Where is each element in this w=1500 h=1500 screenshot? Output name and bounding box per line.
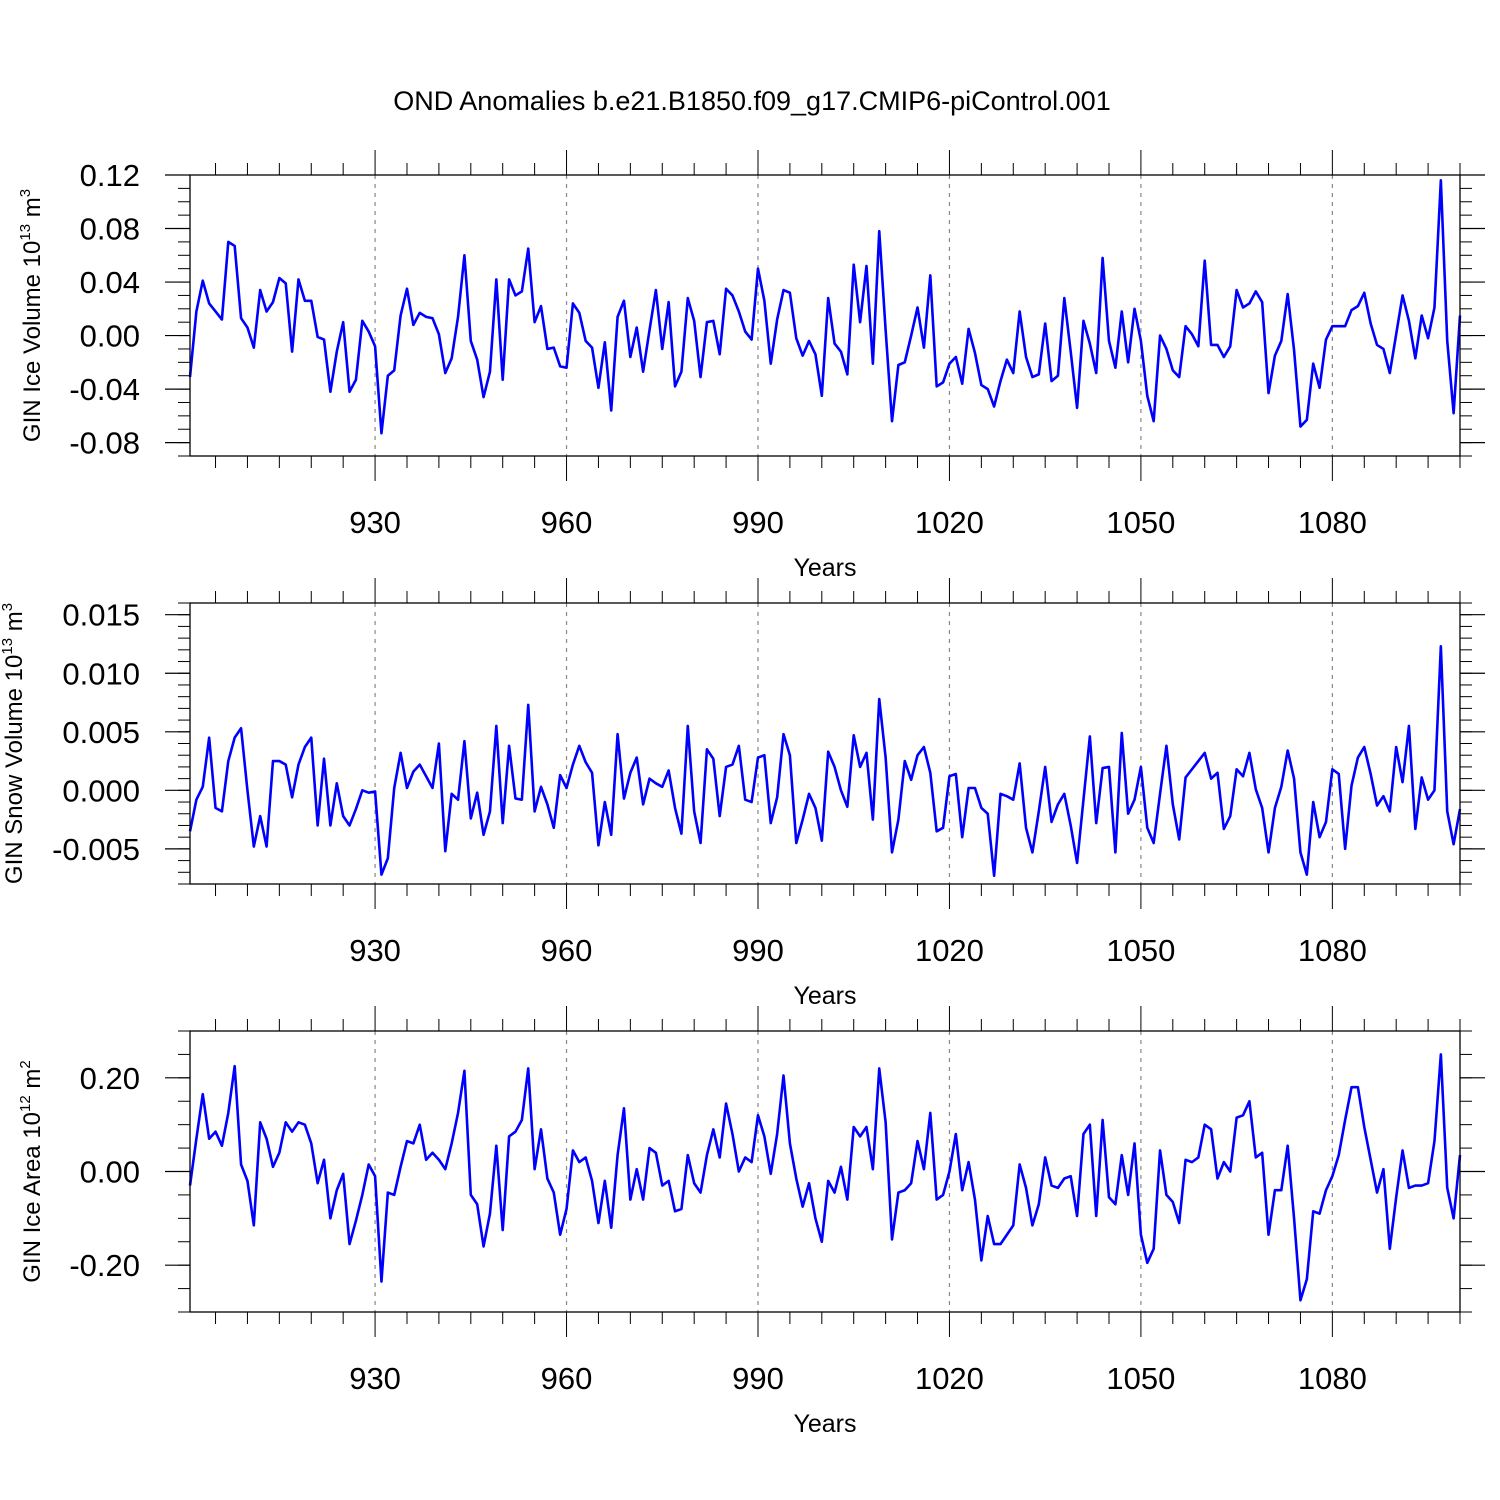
series-line [188,1053,1462,1302]
y-tick-label: 0.005 [62,715,140,750]
y-tick-label: -0.08 [69,426,140,461]
plot-frame [189,602,1461,885]
y-tick-label: -0.005 [52,832,140,867]
x-axis-label: Years [793,1410,856,1438]
x-tick-label: 960 [541,933,593,968]
y-tick-label: 0.04 [80,265,140,300]
y-tick-label: 0.00 [80,319,140,354]
x-tick-label: 960 [541,505,593,540]
plot-frame [189,174,1461,457]
x-tick-label: 930 [349,505,401,540]
panel-ice-volume: -0.08 -0.04 0.00 0.04 0.08 0.12 930 960 990 1020 1… [17,150,1485,582]
x-tick-label: 930 [349,933,401,968]
x-tick-label: 990 [732,505,784,540]
x-tick-label: 960 [541,1361,593,1396]
y-axis-label: GIN Snow Volume 1013 m3 [0,603,28,884]
x-tick-label: 990 [732,933,784,968]
y-tick-label: 0.00 [80,1155,140,1190]
x-tick-label: 1080 [1298,933,1367,968]
x-tick-label: 1050 [1106,505,1175,540]
x-tick-label: 930 [349,1361,401,1396]
x-tick-label: 1050 [1106,933,1175,968]
y-tick-label: 0.20 [80,1061,140,1096]
series-line [188,179,1462,435]
x-tick-label: 1020 [915,1361,984,1396]
x-tick-label: 1020 [915,933,984,968]
y-tick-label: 0.015 [62,598,140,633]
figure-title: OND Anomalies b.e21.B1850.f09_g17.CMIP6-… [393,86,1110,116]
x-tick-label: 1050 [1106,1361,1175,1396]
panel-ice-area: -0.20 0.00 0.20 930 960 990 1020 1050 1080 Years G… [17,1006,1485,1438]
x-tick-label: 1080 [1298,505,1367,540]
y-axis-label: GIN Ice Area 1012 m2 [17,1060,46,1282]
panel-snow-volume: -0.005 0.000 0.005 0.010 0.015 930 960 990 1020 1… [0,578,1485,1010]
x-tick-label: 1080 [1298,1361,1367,1396]
plot-frame [189,1030,1461,1313]
y-tick-label: -0.04 [69,372,140,407]
x-tick-label: 990 [732,1361,784,1396]
y-tick-label: 0.000 [62,773,140,808]
y-tick-label: 0.08 [80,212,140,247]
x-axis-label: Years [793,554,856,582]
y-tick-label: -0.20 [69,1248,140,1283]
y-tick-label: 0.010 [62,656,140,691]
y-axis-label: GIN Ice Volume 1013 m3 [17,189,46,442]
x-axis-label: Years [793,982,856,1010]
y-tick-label: 0.12 [80,158,140,193]
series-line [188,645,1462,878]
x-tick-label: 1020 [915,505,984,540]
